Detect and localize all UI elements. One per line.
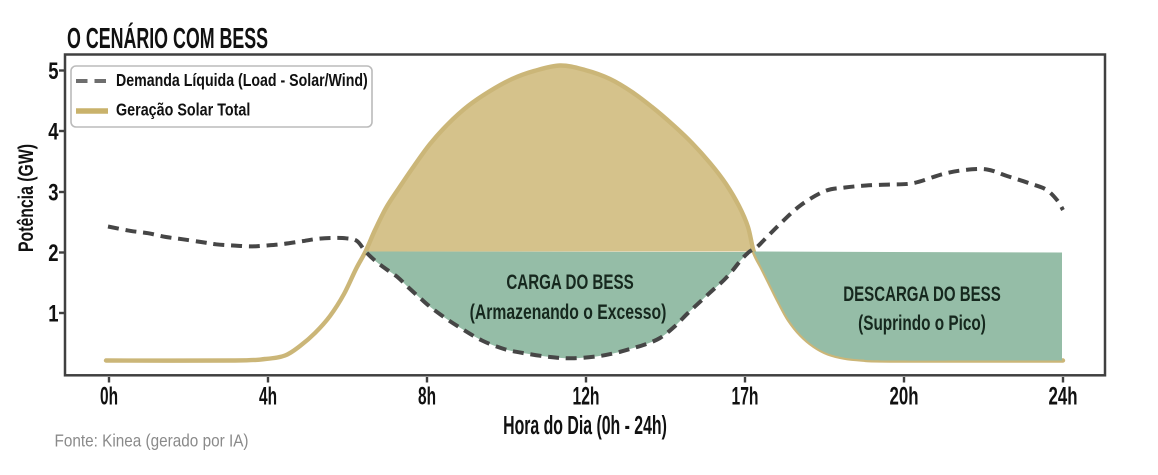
- svg-text:2: 2: [48, 240, 58, 267]
- svg-text:3: 3: [48, 179, 58, 206]
- svg-text:(Suprindo o Pico): (Suprindo o Pico): [858, 311, 986, 335]
- svg-text:Hora do Dia (0h - 24h): Hora do Dia (0h - 24h): [503, 411, 667, 440]
- svg-text:Demanda Líquida (Load - Solar/: Demanda Líquida (Load - Solar/Wind): [116, 70, 368, 90]
- svg-text:O CENÁRIO COM BESS: O CENÁRIO COM BESS: [67, 21, 268, 55]
- svg-text:1: 1: [48, 300, 58, 327]
- svg-text:(Armazenando o Excesso): (Armazenando o Excesso): [470, 300, 667, 324]
- svg-text:4: 4: [48, 118, 58, 145]
- svg-text:8h: 8h: [418, 383, 436, 411]
- svg-text:5: 5: [48, 58, 58, 85]
- svg-text:Potência (GW): Potência (GW): [14, 144, 38, 252]
- svg-text:CARGA DO BESS: CARGA DO BESS: [506, 270, 633, 294]
- svg-text:0h: 0h: [100, 383, 118, 411]
- svg-text:DESCARGA DO BESS: DESCARGA DO BESS: [843, 281, 1001, 305]
- svg-text:24h: 24h: [1049, 382, 1078, 410]
- svg-text:20h: 20h: [890, 382, 919, 410]
- svg-text:4h: 4h: [259, 383, 277, 411]
- svg-text:17h: 17h: [731, 383, 758, 411]
- svg-text:Fonte: Kinea (gerado por IA): Fonte: Kinea (gerado por IA): [55, 432, 249, 451]
- svg-text:Geração Solar Total: Geração Solar Total: [116, 100, 250, 120]
- svg-text:12h: 12h: [572, 383, 599, 411]
